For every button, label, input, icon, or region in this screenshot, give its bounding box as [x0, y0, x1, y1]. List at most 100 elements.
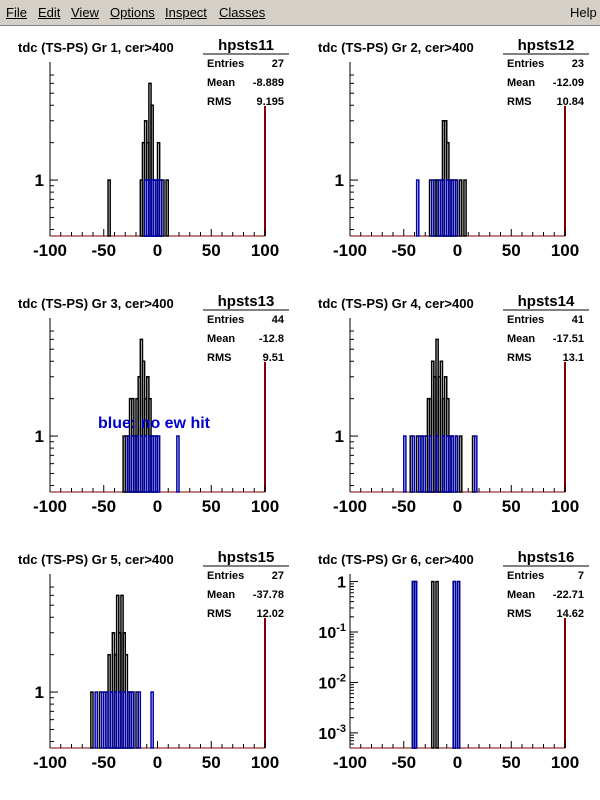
menu-help-label: Help — [570, 5, 597, 20]
histogram-bar — [435, 435, 439, 493]
histogram-title: tdc (TS-PS) Gr 2, cer>400 — [318, 40, 474, 55]
histogram-bar — [105, 691, 109, 749]
stats-entries-value: 27 — [272, 58, 284, 70]
histogram-bar — [411, 435, 416, 493]
histogram-pad-4: tdc (TS-PS) Gr 4, cer>400 hpsts14 Entries 4… — [318, 292, 589, 516]
stats-box-bg — [503, 548, 589, 624]
stats-histogram-name: hpsts14 — [518, 293, 575, 310]
x-tick-label: -100 — [33, 241, 67, 260]
x-tick-label: -50 — [91, 497, 116, 516]
stats-entries-label: Entries — [207, 314, 244, 326]
menu-file[interactable]: File — [6, 5, 27, 20]
menu-view[interactable]: View — [71, 5, 99, 20]
histogram-bar — [422, 435, 426, 493]
stats-histogram-name: hpsts15 — [218, 549, 275, 566]
stats-box-bg — [203, 292, 289, 368]
x-tick-label: -100 — [333, 241, 367, 260]
histogram-bar — [418, 435, 422, 493]
stats-entries-label: Entries — [507, 570, 544, 582]
histogram-bar — [122, 691, 126, 749]
histogram-bar — [130, 691, 135, 749]
x-tick-label: 0 — [153, 241, 162, 260]
histogram-bar — [137, 691, 142, 749]
y-tick-label: 10-1 — [318, 622, 346, 642]
stats-rms-label: RMS — [207, 352, 231, 364]
stats-entries-value: 7 — [578, 570, 584, 582]
menu-help[interactable]: Help — [570, 5, 597, 20]
series-all-hits — [428, 120, 467, 237]
menu-inspect[interactable]: Inspect — [165, 5, 207, 20]
histogram-bar — [150, 691, 154, 749]
histogram-pad-6: tdc (TS-PS) Gr 6, cer>400 hpsts16 Entries 7… — [318, 548, 589, 772]
menu-options[interactable]: Options — [110, 5, 155, 20]
stats-mean-label: Mean — [507, 333, 535, 345]
x-tick-label: 0 — [453, 753, 462, 772]
histogram-title: tdc (TS-PS) Gr 4, cer>400 — [318, 296, 474, 311]
histogram-bar — [165, 179, 170, 237]
stats-box: hpsts14 Entries 41 Mean -17.51 RMS 13.1 — [503, 292, 589, 368]
menu-edit-label: Edit — [38, 5, 61, 20]
histogram-bar — [446, 179, 450, 237]
x-tick-label: -100 — [333, 753, 367, 772]
y-tick-label: 1 — [35, 427, 44, 446]
series-no-ew-hit — [94, 691, 154, 749]
x-tick-label: 0 — [453, 497, 462, 516]
stats-rms-value: 12.02 — [256, 608, 284, 620]
stats-entries-value: 23 — [572, 58, 584, 70]
stats-mean-label: Mean — [207, 77, 235, 89]
menu-classes[interactable]: Classes — [219, 5, 265, 20]
x-tick-label: -50 — [91, 753, 116, 772]
histogram-bar — [143, 435, 148, 493]
histogram-canvas[interactable]: tdc (TS-PS) Gr 1, cer>400 hpsts11 Entries 2… — [0, 26, 600, 800]
menu-edit[interactable]: Edit — [38, 5, 60, 20]
x-tick-label: 100 — [251, 753, 279, 772]
stats-mean-value: -8.889 — [253, 77, 284, 89]
stats-mean-label: Mean — [507, 589, 535, 601]
stats-box-bg — [203, 548, 289, 624]
stats-histogram-name: hpsts13 — [218, 293, 275, 310]
x-tick-label: -100 — [33, 753, 67, 772]
stats-mean-value: -22.71 — [553, 589, 584, 601]
y-tick-label: 1 — [335, 171, 344, 190]
histogram-bar — [441, 179, 446, 237]
histogram-bar — [441, 435, 446, 493]
histogram-pad-2: tdc (TS-PS) Gr 2, cer>400 hpsts12 Entries 2… — [318, 36, 589, 260]
stats-box-bg — [203, 36, 289, 112]
histogram-bar — [458, 435, 463, 493]
histogram-title: tdc (TS-PS) Gr 6, cer>400 — [318, 552, 474, 567]
stats-rms-value: 9.51 — [263, 352, 284, 364]
annotation-no-ew-hit: blue: no ew hit — [98, 415, 211, 432]
histogram-bar — [446, 435, 450, 493]
stats-mean-value: -12.09 — [553, 77, 584, 89]
x-tick-label: 100 — [551, 241, 579, 260]
histogram-bar — [473, 435, 478, 493]
menu-file-label: File — [6, 5, 27, 20]
histogram-bar — [130, 435, 135, 493]
y-tick-base: 10 — [318, 625, 336, 642]
histogram-bar — [126, 691, 131, 749]
stats-entries-label: Entries — [207, 58, 244, 70]
series-no-ew-hit — [143, 179, 163, 237]
histogram-bar — [454, 435, 459, 493]
histogram-grid: tdc (TS-PS) Gr 1, cer>400 hpsts11 Entries 2… — [18, 36, 589, 772]
stats-histogram-name: hpsts12 — [518, 37, 575, 54]
stats-box: hpsts11 Entries 27 Mean -8.889 RMS 9.195 — [203, 36, 289, 112]
stats-mean-label: Mean — [507, 77, 535, 89]
histogram-bar — [415, 179, 420, 237]
histogram-title: tdc (TS-PS) Gr 3, cer>400 — [18, 296, 174, 311]
y-tick-exponent: -2 — [336, 672, 346, 684]
histogram-bar — [107, 179, 111, 237]
y-tick-label: 1 — [335, 427, 344, 446]
stats-histogram-name: hpsts16 — [518, 549, 575, 566]
histogram-bar — [430, 580, 435, 749]
menu-bar: File Edit View Options Inspect Classes H… — [0, 0, 600, 26]
histogram-bar — [100, 691, 105, 749]
histogram-bar — [90, 691, 94, 749]
stats-box-bg — [503, 36, 589, 112]
histogram-bar — [176, 435, 180, 493]
y-tick-label: 1 — [35, 171, 44, 190]
stats-rms-label: RMS — [507, 352, 531, 364]
x-tick-label: 50 — [502, 497, 521, 516]
stats-mean-label: Mean — [207, 589, 235, 601]
stats-rms-value: 9.195 — [256, 96, 284, 108]
